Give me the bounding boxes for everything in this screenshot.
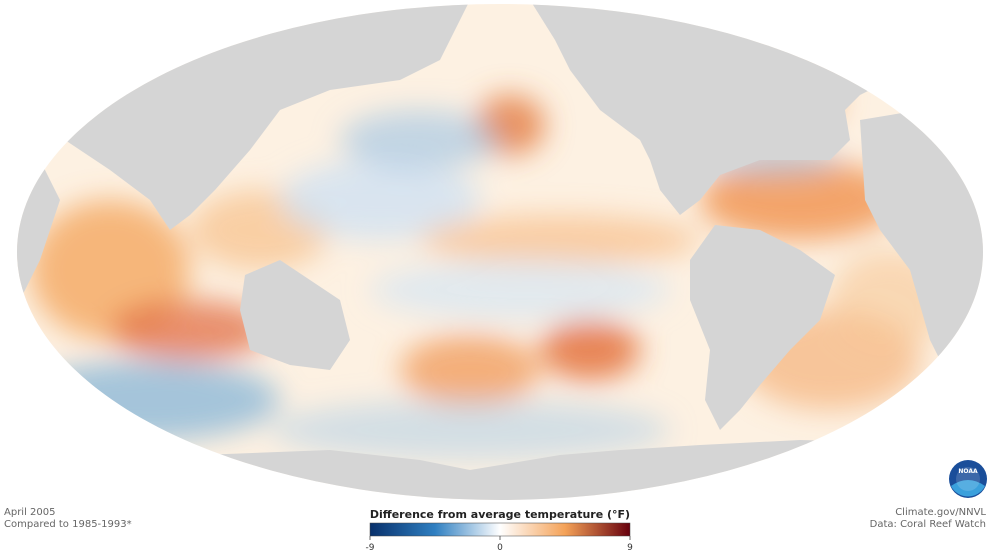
logo-text: NOAA — [958, 468, 978, 475]
color-bar — [369, 522, 631, 537]
caption-date: April 2005 — [4, 507, 55, 518]
credit-site: Climate.gov/NNVL — [895, 507, 986, 518]
anomaly-field — [20, 60, 950, 460]
noaa-logo: NOAA — [949, 460, 987, 498]
caption-baseline: Compared to 1985-1993* — [4, 519, 132, 530]
credit-source: Data: Coral Reef Watch — [870, 519, 986, 530]
legend-title: Difference from average temperature (°F) — [370, 508, 630, 521]
tick-label: -9 — [366, 543, 375, 553]
legend-ticks: -9 0 9 — [366, 536, 633, 553]
tick-label: 0 — [497, 543, 503, 553]
tick-label: 9 — [627, 543, 633, 553]
